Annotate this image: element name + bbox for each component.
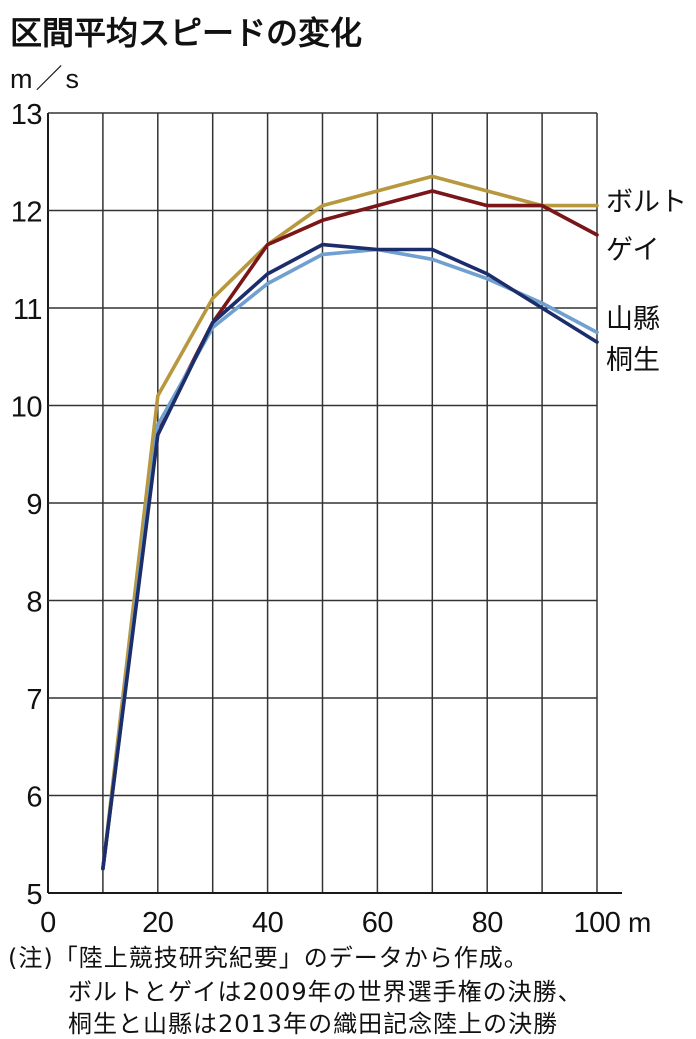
series-label-3: 山縣 <box>606 304 660 335</box>
series-line-4 <box>101 242 599 871</box>
y-tick-label: 11 <box>13 294 42 326</box>
x-tick-label: 40 <box>252 907 283 939</box>
y-tick-label: 12 <box>11 197 42 229</box>
x-tick-label: 100 <box>574 907 621 939</box>
footnote-line-2: ボルトとゲイは2009年の世界選手権の決勝、 <box>68 978 583 1006</box>
footnote-line-3: 桐生と山縣は2013年の織田記念陸上の決勝 <box>68 1010 558 1038</box>
series-lines <box>101 174 599 871</box>
y-tick-label: 8 <box>26 587 42 619</box>
x-tick-label: 60 <box>362 907 393 939</box>
y-tick-label: 9 <box>26 489 42 521</box>
series-line-1 <box>101 174 599 871</box>
x-axis-unit: m <box>628 907 651 938</box>
series-label-2: ゲイ <box>606 235 659 266</box>
y-tick-label: 5 <box>26 879 42 911</box>
series-line-3 <box>101 247 599 871</box>
x-tick-label: 20 <box>142 907 173 939</box>
x-tick-labels: 0 20 40 60 80 100 <box>40 907 621 939</box>
x-tick-label: 80 <box>472 907 503 939</box>
footnote-line-1: (注)「陸上競技研究紀要」のデータから作成。 <box>8 944 529 972</box>
chart-title: 区間平均スピードの変化 <box>10 14 362 52</box>
series-label-1: ボルト <box>606 187 687 218</box>
y-axis-unit: m／s <box>10 64 82 94</box>
y-tick-label: 13 <box>11 99 42 131</box>
grid <box>47 112 622 894</box>
y-tick-label: 10 <box>11 392 42 424</box>
x-tick-label: 0 <box>40 907 56 939</box>
y-tick-label: 7 <box>26 684 42 716</box>
y-tick-labels: 5 6 7 8 9 10 11 12 13 <box>11 99 43 911</box>
y-tick-label: 6 <box>26 782 42 814</box>
series-label-4: 桐生 <box>606 345 660 376</box>
